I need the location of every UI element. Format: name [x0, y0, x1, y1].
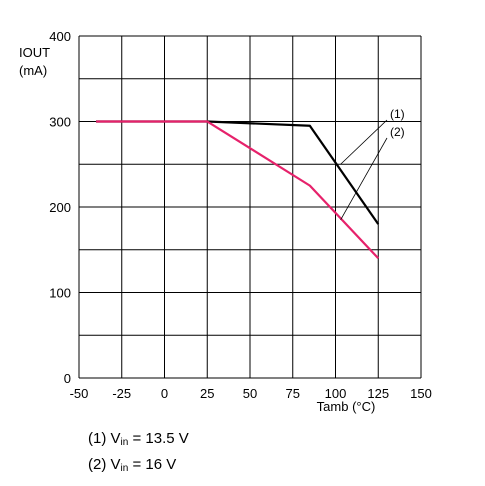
series-line-2: [96, 120, 380, 260]
y-tick-label: 400: [49, 29, 71, 44]
y-axis-label-line1: IOUT: [19, 45, 51, 60]
x-tick-label: 75: [286, 386, 300, 401]
note-1: (1) Vin = 13.5 V: [88, 430, 189, 448]
series-callouts: (1)(2): [340, 107, 405, 221]
x-tick-label: -25: [112, 386, 131, 401]
x-tick-label: 100: [325, 386, 347, 401]
tick-labels: -50 -25 0 25 50 75 100 125 150 0 100 200 300 400: [49, 29, 432, 401]
y-tick-label: 200: [49, 200, 71, 215]
x-tick-label: 25: [200, 386, 214, 401]
x-tick-label: 125: [367, 386, 389, 401]
grid: [78, 35, 422, 379]
x-axis-label: Tamb (°C): [317, 399, 376, 414]
y-axis-label-line2: (mA): [19, 63, 48, 78]
y-tick-label: 100: [49, 286, 71, 301]
y-tick-label: 0: [64, 371, 71, 386]
x-tick-label: -50: [70, 386, 89, 401]
x-tick-label: 150: [410, 386, 432, 401]
callout-label-1: (1): [390, 107, 405, 121]
x-tick-label: 0: [161, 386, 168, 401]
series-lines: [96, 120, 380, 260]
legend-notes: (1) Vin = 13.5 V (2) Vin = 16 V: [88, 428, 189, 480]
x-tick-label: 50: [243, 386, 257, 401]
y-tick-label: 300: [49, 115, 71, 130]
callout-line-1: [340, 119, 388, 165]
callout-line-2: [340, 137, 388, 221]
callout-label-2: (2): [390, 125, 405, 139]
note-2: (2) Vin = 16 V: [88, 456, 177, 474]
